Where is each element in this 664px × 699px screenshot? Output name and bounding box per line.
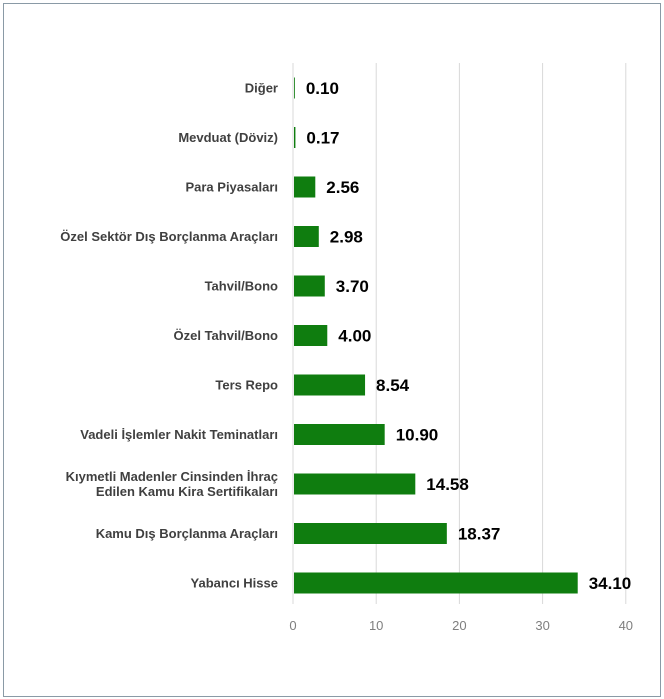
- x-tick-label: 10: [369, 618, 383, 633]
- bar: [294, 374, 366, 396]
- bar: [294, 325, 328, 346]
- category-label: Diğer: [245, 81, 278, 96]
- bar: [294, 176, 316, 198]
- data-label: 8.54: [376, 376, 410, 395]
- category-label: Tahvil/Bono: [205, 279, 278, 294]
- bar: [294, 275, 325, 297]
- category-label: Yabancı Hisse: [191, 576, 278, 591]
- bar: [294, 473, 416, 495]
- category-label: Para Piyasaları: [185, 180, 278, 195]
- category-label: Ters Repo: [215, 378, 278, 393]
- category-label: Özel Tahvil/Bono: [174, 328, 279, 343]
- data-label: 34.10: [589, 574, 632, 593]
- x-tick-label: 30: [535, 618, 549, 633]
- category-label: Kamu Dış Borçlanma Araçları: [96, 526, 278, 541]
- data-label: 10.90: [396, 426, 439, 445]
- x-tick-label: 20: [452, 618, 466, 633]
- bar: [294, 77, 295, 99]
- data-label: 2.98: [330, 228, 363, 247]
- bar: [294, 572, 578, 594]
- data-label: 14.58: [426, 475, 469, 494]
- data-label: 3.70: [336, 277, 369, 296]
- bar: [294, 127, 296, 148]
- bar: [294, 226, 319, 247]
- category-label: Mevduat (Döviz): [178, 130, 278, 145]
- category-label: Özel Sektör Dış Borçlanma Araçları: [60, 229, 278, 244]
- data-label: 4.00: [338, 327, 371, 346]
- bar: [294, 424, 385, 445]
- category-label: Kıymetli Madenler Cinsinden İhraç Edilen …: [66, 469, 278, 499]
- data-label: 0.17: [306, 129, 339, 148]
- bar: [294, 523, 447, 544]
- x-tick-label: 40: [619, 618, 633, 633]
- data-label: 0.10: [306, 79, 339, 98]
- data-label: 18.37: [458, 525, 501, 544]
- data-label: 2.56: [326, 178, 359, 197]
- category-label: Vadeli İşlemler Nakit Teminatları: [80, 427, 278, 442]
- x-tick-label: 0: [289, 618, 296, 633]
